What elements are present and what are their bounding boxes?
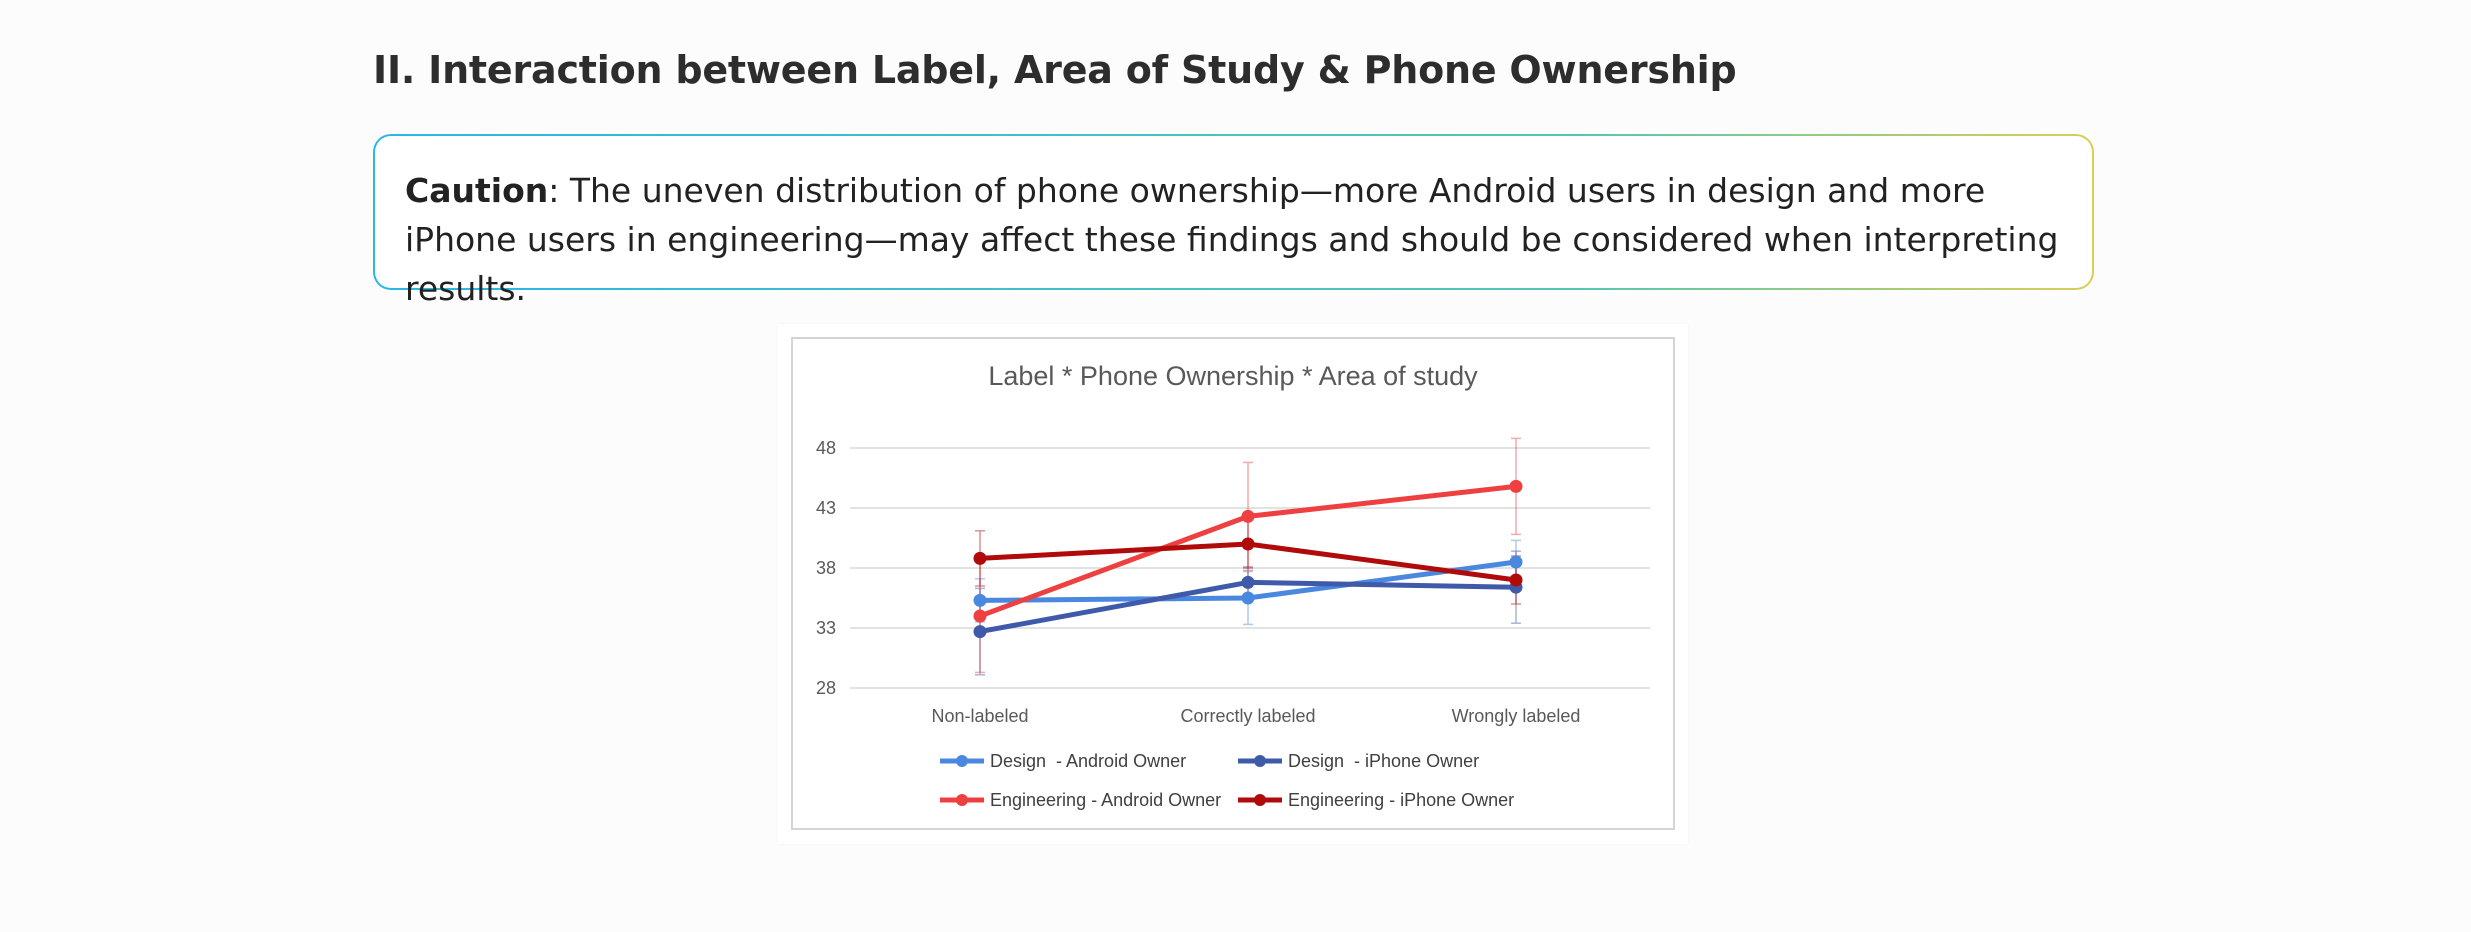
x-tick-label-2: Wrongly labeled — [1452, 706, 1581, 726]
legend-item-2: Engineering - Android Owner — [940, 790, 1221, 810]
data-point-1-0 — [973, 625, 987, 639]
chart-title: Label * Phone Ownership * Area of study — [988, 361, 1478, 391]
data-point-3-0 — [973, 551, 987, 565]
y-tick-label-1: 33 — [816, 618, 836, 638]
x-tick-label-1: Correctly labeled — [1180, 706, 1315, 726]
data-point-3-2 — [1509, 573, 1523, 587]
data-point-0-0 — [973, 593, 987, 607]
data-point-2-1 — [1241, 509, 1255, 523]
data-point-3-1 — [1241, 537, 1255, 551]
data-point-0-2 — [1509, 555, 1523, 569]
data-point-1-1 — [1241, 575, 1255, 589]
legend-marker-1 — [1254, 755, 1266, 767]
y-tick-label-0: 28 — [816, 678, 836, 698]
x-tick-label-0: Non-labeled — [931, 706, 1028, 726]
legend-item-3: Engineering - iPhone Owner — [1238, 790, 1514, 810]
data-point-2-0 — [973, 609, 987, 623]
legend-item-0: Design - Android Owner — [940, 751, 1186, 771]
legend-item-1: Design - iPhone Owner — [1238, 751, 1479, 771]
legend-marker-2 — [956, 794, 968, 806]
series-points — [973, 479, 1523, 639]
section-title: II. Interaction between Label, Area of S… — [373, 48, 1737, 92]
caution-box: Caution: The uneven distribution of phon… — [375, 136, 2092, 308]
legend-label-2: Engineering - Android Owner — [990, 790, 1221, 810]
legend-marker-3 — [1254, 794, 1266, 806]
legend-label-3: Engineering - iPhone Owner — [1288, 790, 1514, 810]
y-tick-label-4: 48 — [816, 438, 836, 458]
legend-label-0: Design - Android Owner — [990, 751, 1186, 771]
caution-callout: Caution: The uneven distribution of phon… — [373, 134, 2094, 308]
caution-label: Caution — [405, 171, 549, 210]
chart-frame: Label * Phone Ownership * Area of study … — [778, 324, 1688, 844]
data-point-2-2 — [1509, 479, 1523, 493]
caution-text: : The uneven distribution of phone owner… — [405, 171, 2059, 308]
x-axis-ticks: Non-labeled Correctly labeled Wrongly labe… — [931, 706, 1580, 726]
line-chart: Label * Phone Ownership * Area of study … — [791, 337, 1675, 830]
data-point-0-1 — [1241, 591, 1255, 605]
legend-marker-0 — [956, 755, 968, 767]
y-tick-label-2: 38 — [816, 558, 836, 578]
legend-label-1: Design - iPhone Owner — [1288, 751, 1479, 771]
chart-legend: Design - Android Owner Design - iPhone Ow… — [940, 751, 1514, 810]
y-tick-label-3: 43 — [816, 498, 836, 518]
y-axis-ticks: 28 33 38 43 48 — [816, 438, 836, 698]
